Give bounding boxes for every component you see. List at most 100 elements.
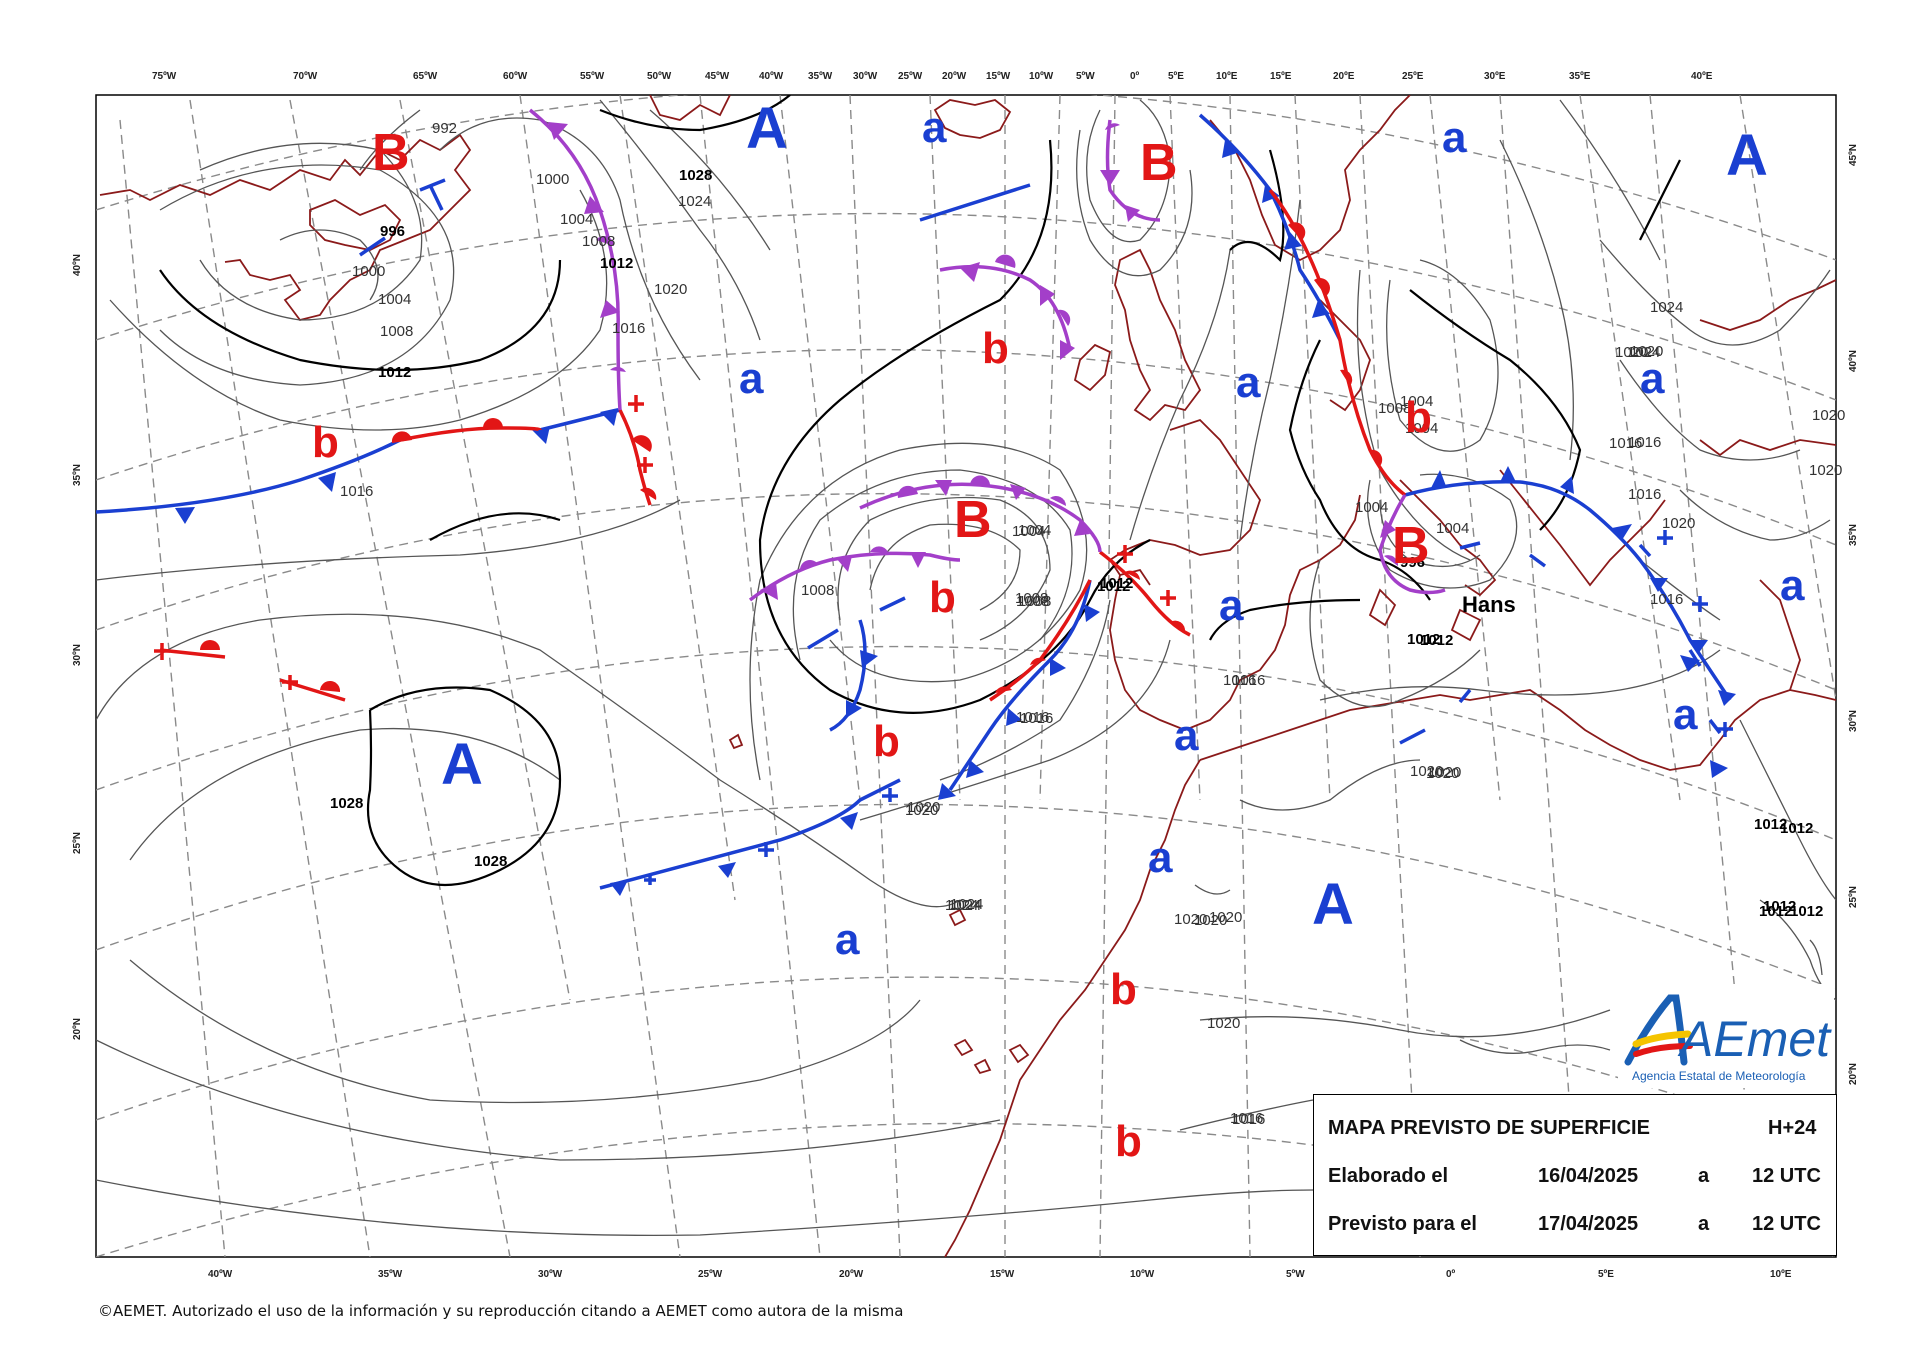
isobar-label: 1020 [1809, 462, 1842, 479]
high-center: A [1726, 123, 1768, 188]
isobar-label: 1004 [1018, 522, 1051, 539]
tick-label: 20ºE [1333, 71, 1355, 82]
isobar-label: 1012 [1097, 578, 1130, 595]
tick-label: 20ºN [1848, 1063, 1859, 1085]
high-center-minor: a [1219, 581, 1244, 630]
isobar-label: 992 [432, 120, 457, 137]
tick-label: 20ºN [72, 1018, 83, 1040]
isobar-label: 1008 [582, 233, 615, 250]
tick-label: 65ºW [413, 71, 438, 82]
occluded-symbols [548, 122, 1399, 600]
isobar-label: 1004 [1012, 523, 1045, 540]
low-center: B [954, 491, 992, 549]
copyright-notice: ©AEMET. Autorizado el uso de la informac… [98, 1302, 904, 1320]
isobar-label: 1016 [340, 483, 373, 500]
isobar-label: 1004 [378, 291, 411, 308]
isobar-label: 1020 [1662, 515, 1695, 532]
isobar-label: 1004 [1436, 520, 1469, 537]
low-center-minor: b [873, 717, 900, 766]
tick-label: 35ºN [1848, 524, 1859, 546]
isobar-label: 1012 [1420, 632, 1453, 649]
info-issued-time: 12 UTC [1752, 1165, 1821, 1187]
isobar-label: 1016 [1232, 1111, 1265, 1128]
tick-label: 45ºW [705, 71, 730, 82]
tick-label: 30ºN [1848, 710, 1859, 732]
stationary-blue [359, 178, 1733, 890]
tick-label: 15ºE [1270, 71, 1292, 82]
tick-label: 40ºW [208, 1269, 233, 1280]
isobar-label: 1016 [1020, 710, 1053, 727]
tick-label: 25ºE [1402, 71, 1424, 82]
info-valid-label: Previsto para el [1328, 1213, 1477, 1235]
tick-label: 60ºW [503, 71, 528, 82]
tick-label: 40ºW [759, 71, 784, 82]
isobar-label: 1012 [600, 255, 633, 272]
isobar-label: 1008 [1018, 593, 1051, 610]
isobar-label: 1008 [380, 323, 413, 340]
isobar-label: 1028 [330, 795, 363, 812]
coastlines [99, 95, 1836, 1257]
isobar-label: 1012 [1759, 903, 1792, 920]
high-center-minor: a [1442, 113, 1467, 162]
tick-label: 30ºN [72, 644, 83, 666]
isobar-label: 1020 [905, 802, 938, 819]
isobar-label: 1016 [1609, 435, 1642, 452]
isobar-label: 1020 [1209, 909, 1242, 926]
isobar-label-layer: 992 996 1000 1004 1008 1012 1016 1020 10… [330, 120, 1845, 1128]
isobar-label: 1020 [1207, 1015, 1240, 1032]
high-center-minor: a [835, 915, 860, 964]
bottom-axis-ticks: 40ºW 35ºW 30ºW 25ºW 20ºW 15ºW 10ºW 5ºW 0… [208, 1269, 1792, 1280]
tick-label: 30ºE [1484, 71, 1506, 82]
info-valid-date: 17/04/2025 [1538, 1213, 1639, 1235]
isobar-label: 1020 [654, 281, 687, 298]
low-center: B [1140, 134, 1178, 192]
tick-label: 15ºW [990, 1269, 1015, 1280]
tick-label: 25ºN [72, 832, 83, 854]
tick-label: 70ºW [293, 71, 318, 82]
isobar-label: 1012 [1790, 903, 1823, 920]
info-valid-time: 12 UTC [1752, 1213, 1821, 1235]
map-frame [95, 94, 1837, 1258]
low-center-minor: b [982, 324, 1009, 373]
graticule [96, 95, 1836, 1257]
high-center-minor: a [1148, 833, 1173, 882]
tick-label: 25ºW [698, 1269, 723, 1280]
isobar-label: 1008 [801, 582, 834, 599]
tick-label: 5ºW [1286, 1269, 1305, 1280]
tick-label: 20ºW [839, 1269, 864, 1280]
warm-front-semicircles [200, 222, 1383, 693]
tick-label: 40ºN [72, 254, 83, 276]
isobar-label: 1008 [1378, 400, 1411, 417]
right-axis-ticks: 45ºN 40ºN 35ºN 30ºN 25ºN 20ºN [1848, 144, 1859, 1085]
high-center-minor: a [1780, 561, 1805, 610]
isobar-label: 1020 [1428, 764, 1461, 781]
low-center: B [1392, 517, 1430, 575]
tick-label: 45ºN [1848, 144, 1859, 166]
isobar-label: 1016 [1628, 434, 1661, 451]
tick-label: 15ºW [986, 71, 1011, 82]
isobar-label: 1020 [907, 799, 940, 816]
tick-label: 10ºE [1770, 1269, 1792, 1280]
isobar-label: 1016 [1230, 1110, 1263, 1127]
isobar-label: 1016 [1232, 672, 1265, 689]
isobar-label: 996 [1400, 554, 1425, 571]
isobar-label: 1008 [1016, 593, 1049, 610]
tick-label: 5ºE [1598, 1269, 1614, 1280]
info-issued-a: a [1698, 1165, 1710, 1187]
isobar-label: 1012 [1763, 898, 1796, 915]
isobar-label: 1000 [536, 171, 569, 188]
isobar-label: 1012 [1100, 575, 1133, 592]
isobar-label: 1024 [948, 897, 981, 914]
isobar-label: 1020 [1630, 343, 1663, 360]
tick-label: 35ºW [378, 1269, 403, 1280]
low-center-minor-extra: b [1115, 1117, 1142, 1166]
pressure-centers: B A a B A a b a a b b B a b B a a A a a … [312, 96, 1805, 1166]
tick-label: 25ºW [898, 71, 923, 82]
tick-label: 10ºE [1216, 71, 1238, 82]
isobars [96, 99, 1836, 1237]
isobar-label: 1020 [1410, 763, 1443, 780]
stationary-triangles [610, 655, 1728, 896]
isobar-label: 1016 [1223, 672, 1256, 689]
low-center-minor: b [1110, 965, 1137, 1014]
